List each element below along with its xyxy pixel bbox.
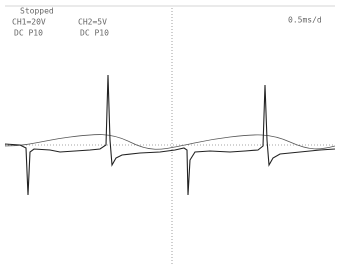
waveform-ch2 (5, 135, 335, 150)
ch1-scale: CH1=20V (12, 18, 46, 27)
ch2-coupling: DC P10 (80, 29, 109, 38)
waveform-ch1 (5, 75, 335, 195)
timebase: 0.5ms/d (288, 16, 322, 25)
status-label: Stopped (20, 7, 54, 16)
scope-screen: Stopped CH1=20V CH2=5V DC P10 DC P10 0.5… (0, 0, 339, 270)
ch2-scale: CH2=5V (78, 18, 107, 27)
ch1-coupling: DC P10 (14, 29, 43, 38)
